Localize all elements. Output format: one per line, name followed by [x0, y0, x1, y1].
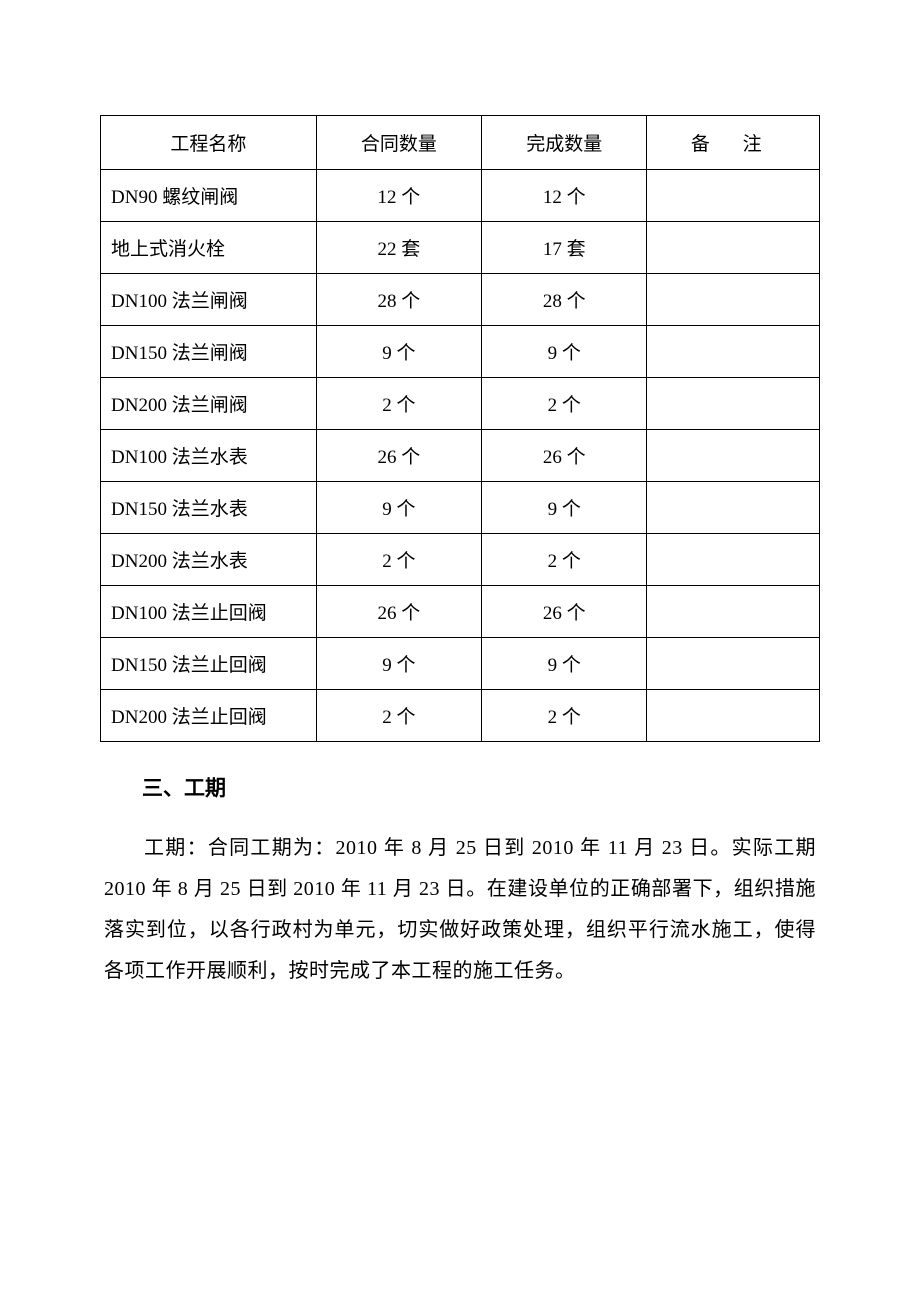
cell-name: DN200 法兰闸阀 — [101, 378, 317, 430]
cell-remark — [647, 638, 820, 690]
cell-name: DN100 法兰止回阀 — [101, 586, 317, 638]
cell-contract: 26 个 — [316, 430, 481, 482]
cell-completed: 9 个 — [482, 638, 647, 690]
table-row: DN200 法兰止回阀 2 个 2 个 — [101, 690, 820, 742]
cell-contract: 2 个 — [316, 690, 481, 742]
table-row: DN100 法兰闸阀 28 个 28 个 — [101, 274, 820, 326]
cell-name: 地上式消火栓 — [101, 222, 317, 274]
cell-remark — [647, 222, 820, 274]
cell-name: DN200 法兰水表 — [101, 534, 317, 586]
cell-completed: 2 个 — [482, 534, 647, 586]
table-row: DN150 法兰止回阀 9 个 9 个 — [101, 638, 820, 690]
cell-name: DN100 法兰水表 — [101, 430, 317, 482]
cell-completed: 17 套 — [482, 222, 647, 274]
cell-name: DN150 法兰闸阀 — [101, 326, 317, 378]
header-completed-qty: 完成数量 — [482, 116, 647, 170]
header-contract-qty: 合同数量 — [316, 116, 481, 170]
cell-remark — [647, 430, 820, 482]
header-project-name: 工程名称 — [101, 116, 317, 170]
cell-name: DN150 法兰水表 — [101, 482, 317, 534]
cell-contract: 9 个 — [316, 326, 481, 378]
cell-completed: 9 个 — [482, 326, 647, 378]
table-row: DN200 法兰闸阀 2 个 2 个 — [101, 378, 820, 430]
cell-remark — [647, 378, 820, 430]
cell-contract: 22 套 — [316, 222, 481, 274]
cell-completed: 12 个 — [482, 170, 647, 222]
cell-remark — [647, 170, 820, 222]
cell-contract: 12 个 — [316, 170, 481, 222]
cell-remark — [647, 586, 820, 638]
cell-remark — [647, 690, 820, 742]
cell-contract: 9 个 — [316, 482, 481, 534]
section-heading: 三、工期 — [142, 770, 820, 808]
cell-completed: 2 个 — [482, 378, 647, 430]
cell-remark — [647, 534, 820, 586]
project-data-table: 工程名称 合同数量 完成数量 备 注 DN90 螺纹闸阀 12 个 12 个 地… — [100, 115, 820, 742]
table-body: DN90 螺纹闸阀 12 个 12 个 地上式消火栓 22 套 17 套 DN1… — [101, 170, 820, 742]
table-row: 地上式消火栓 22 套 17 套 — [101, 222, 820, 274]
cell-contract: 28 个 — [316, 274, 481, 326]
table-header-row: 工程名称 合同数量 完成数量 备 注 — [101, 116, 820, 170]
cell-name: DN150 法兰止回阀 — [101, 638, 317, 690]
cell-completed: 28 个 — [482, 274, 647, 326]
cell-contract: 9 个 — [316, 638, 481, 690]
table-row: DN150 法兰水表 9 个 9 个 — [101, 482, 820, 534]
section-body-text: 工期：合同工期为：2010 年 8 月 25 日到 2010 年 11 月 23… — [100, 828, 820, 992]
header-remark: 备 注 — [647, 116, 820, 170]
cell-remark — [647, 482, 820, 534]
cell-completed: 26 个 — [482, 586, 647, 638]
cell-completed: 9 个 — [482, 482, 647, 534]
table-row: DN150 法兰闸阀 9 个 9 个 — [101, 326, 820, 378]
table-row: DN200 法兰水表 2 个 2 个 — [101, 534, 820, 586]
table-row: DN100 法兰止回阀 26 个 26 个 — [101, 586, 820, 638]
cell-contract: 26 个 — [316, 586, 481, 638]
table-row: DN90 螺纹闸阀 12 个 12 个 — [101, 170, 820, 222]
cell-name: DN200 法兰止回阀 — [101, 690, 317, 742]
cell-name: DN100 法兰闸阀 — [101, 274, 317, 326]
cell-contract: 2 个 — [316, 378, 481, 430]
cell-completed: 26 个 — [482, 430, 647, 482]
table-row: DN100 法兰水表 26 个 26 个 — [101, 430, 820, 482]
cell-remark — [647, 326, 820, 378]
cell-name: DN90 螺纹闸阀 — [101, 170, 317, 222]
cell-contract: 2 个 — [316, 534, 481, 586]
cell-remark — [647, 274, 820, 326]
cell-completed: 2 个 — [482, 690, 647, 742]
